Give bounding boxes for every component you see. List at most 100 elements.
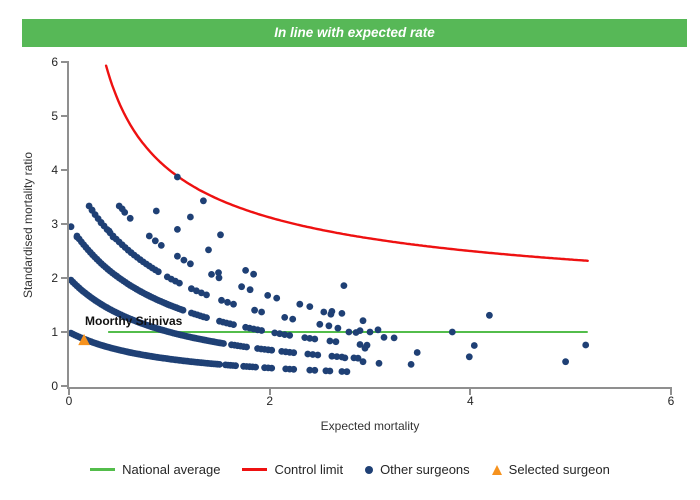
other-surgeon-point <box>264 292 272 299</box>
other-surgeon-point <box>268 364 276 372</box>
other-surgeon-point <box>224 298 231 306</box>
y-tick <box>61 277 67 279</box>
other-surgeon-point <box>217 231 224 239</box>
legend-label: Control limit <box>274 462 344 477</box>
x-tick-label: 4 <box>466 394 474 408</box>
control-limit-curve <box>104 64 589 263</box>
other-surgeon-point <box>338 368 346 375</box>
other-surgeon-point <box>407 361 415 368</box>
x-tick-label: 2 <box>266 394 273 408</box>
y-tick-label: 2 <box>51 271 58 285</box>
other-surgeon-point <box>334 324 342 332</box>
other-surgeon-point <box>333 353 341 360</box>
chart-legend: National average Control limit Other sur… <box>0 462 700 477</box>
other-surgeon-point <box>174 226 181 233</box>
other-surgeon-point <box>203 314 210 321</box>
other-surgeon-point <box>359 358 367 366</box>
y-axis-line <box>67 61 69 388</box>
status-banner-text: In line with expected rate <box>274 25 435 40</box>
plot-area <box>69 62 671 386</box>
other-surgeon-point <box>562 358 569 366</box>
x-tick <box>268 389 271 395</box>
other-surgeon-point <box>215 269 222 276</box>
other-surgeon-point <box>309 351 317 358</box>
other-surgeon-point <box>218 296 225 304</box>
other-surgeon-point <box>354 354 362 362</box>
x-tick-label: 0 <box>65 394 73 408</box>
legend-label: National average <box>122 462 221 477</box>
x-tick <box>469 389 472 395</box>
other-surgeon-point <box>230 300 237 308</box>
other-surgeon-point <box>179 306 187 314</box>
other-surgeon-point <box>180 256 188 264</box>
other-surgeon-point <box>332 338 340 346</box>
other-surgeon-point <box>314 351 322 359</box>
other-surgeon-point <box>126 214 134 222</box>
other-surgeon-point <box>203 291 210 299</box>
other-surgeon-point <box>97 219 105 227</box>
other-surgeons-dot-icon <box>365 465 374 474</box>
other-surgeon-point <box>340 282 348 289</box>
selected-surgeon-triangle-icon <box>491 464 502 475</box>
other-surgeon-point <box>252 363 259 371</box>
other-surgeon-point <box>306 303 314 310</box>
other-surgeon-point <box>157 242 165 249</box>
other-surgeon-point <box>271 329 279 337</box>
other-surgeon-point <box>251 306 258 314</box>
legend-item-control-limit: Control limit <box>242 462 343 477</box>
y-tick-label: 3 <box>51 217 58 231</box>
other-surgeon-point <box>306 335 314 342</box>
other-surgeon-point <box>316 320 324 328</box>
other-surgeon-point <box>105 227 113 235</box>
legend-item-selected-surgeon: Selected surgeon <box>491 462 610 477</box>
other-surgeon-point <box>174 173 181 181</box>
other-surgeon-point <box>352 329 360 336</box>
y-tick <box>61 385 67 387</box>
other-surgeon-point <box>343 368 351 376</box>
y-tick <box>61 115 67 117</box>
y-tick-label: 4 <box>51 163 58 177</box>
other-surgeon-point <box>328 352 336 360</box>
other-surgeon-point <box>154 268 162 276</box>
other-surgeon-point <box>152 207 160 215</box>
other-surgeon-point <box>301 334 309 341</box>
other-surgeon-point <box>220 340 227 347</box>
other-surgeon-point <box>486 311 493 319</box>
other-surgeon-point <box>359 317 367 325</box>
other-surgeon-point <box>290 349 298 357</box>
y-tick <box>61 331 67 333</box>
other-surgeon-point <box>470 342 478 349</box>
other-surgeon-point <box>246 286 254 294</box>
other-surgeon-point <box>258 327 265 334</box>
other-surgeon-point <box>145 232 153 240</box>
x-tick <box>670 389 672 395</box>
other-surgeon-point <box>380 334 388 341</box>
other-surgeon-point <box>273 294 281 302</box>
other-surgeon-point <box>325 322 333 330</box>
other-surgeon-point <box>320 308 328 316</box>
other-surgeon-point <box>250 270 257 278</box>
other-surgeon-point <box>205 246 212 254</box>
other-surgeon-point <box>151 237 159 245</box>
other-surgeon-point <box>242 267 250 274</box>
other-surgeon-point <box>290 365 298 373</box>
legend-label: Other surgeons <box>380 462 470 477</box>
other-surgeon-point <box>176 279 183 287</box>
other-surgeon-point <box>311 335 319 343</box>
other-surgeon-point <box>582 341 590 349</box>
other-surgeon-point <box>366 328 374 336</box>
other-surgeon-point <box>304 350 312 358</box>
other-surgeon-point <box>390 334 398 342</box>
legend-label: Selected surgeon <box>508 462 610 477</box>
y-tick-label: 6 <box>51 55 58 69</box>
national-average-line-icon <box>90 468 116 471</box>
status-banner: In line with expected rate <box>22 19 687 47</box>
other-surgeon-point <box>73 233 81 241</box>
other-surgeon-point <box>215 274 223 282</box>
x-axis-title: Expected mortality <box>320 419 420 433</box>
other-surgeon-point <box>374 326 382 334</box>
x-tick <box>68 389 70 395</box>
other-surgeon-point <box>306 366 314 374</box>
other-surgeon-point <box>216 361 223 368</box>
selected-surgeon-marker <box>78 333 90 346</box>
